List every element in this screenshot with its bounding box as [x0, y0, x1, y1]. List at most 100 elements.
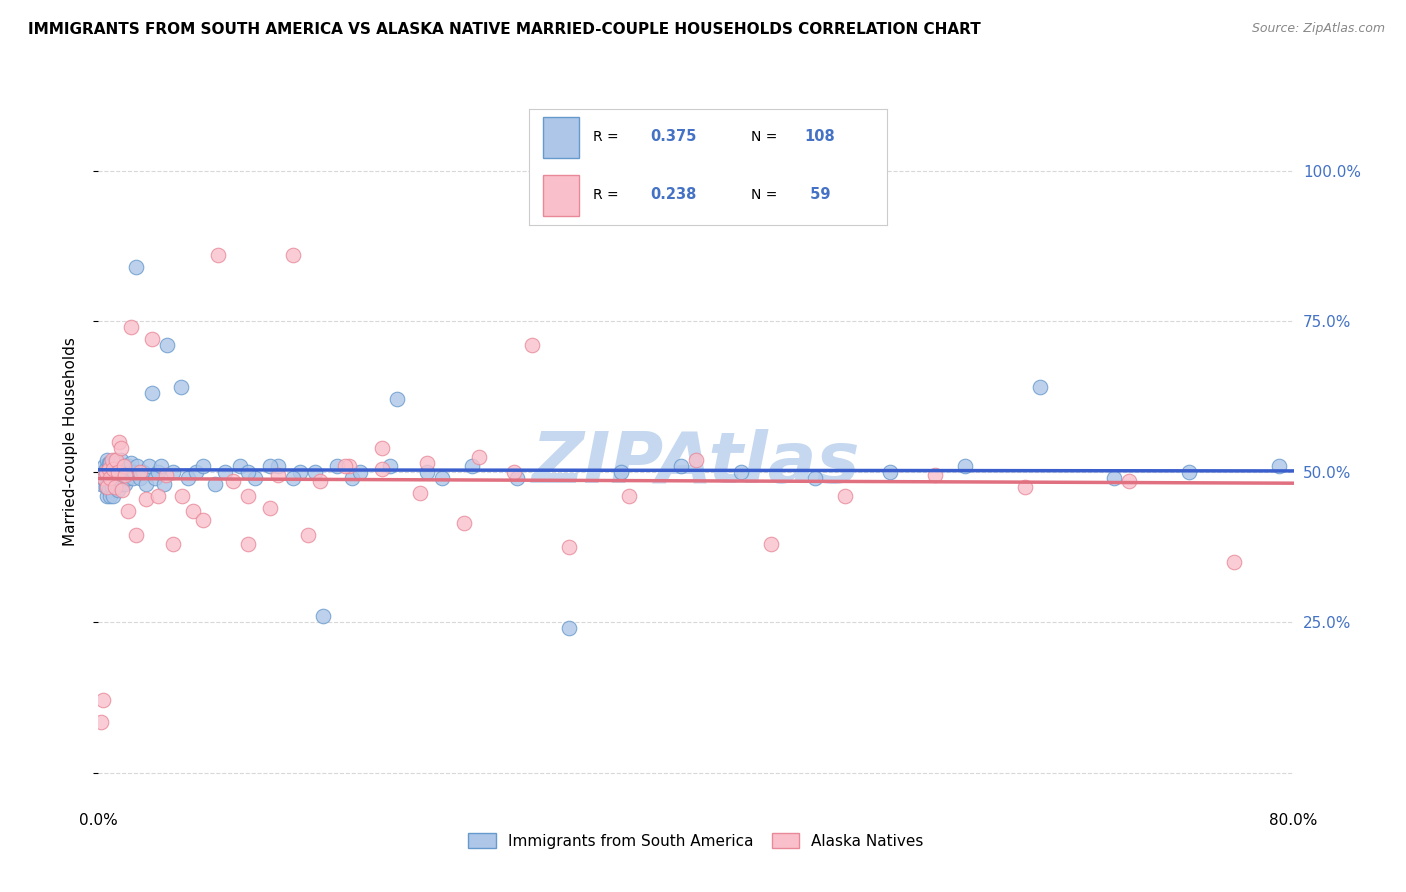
Point: [98, 461, 122, 475]
Point: [924, 467, 946, 482]
Point: [97, 470, 120, 484]
Point: [245, 470, 267, 484]
Point: [117, 458, 139, 473]
Point: [121, 470, 143, 484]
Point: [120, 456, 142, 470]
Point: [103, 461, 125, 475]
Point: [112, 458, 135, 473]
Point: [124, 465, 146, 479]
Point: [90, 714, 112, 729]
Point: [259, 458, 281, 473]
Point: [730, 465, 752, 479]
Point: [112, 470, 135, 484]
Point: [103, 470, 125, 484]
Point: [453, 516, 475, 530]
Point: [111, 461, 134, 475]
Point: [267, 458, 290, 473]
Point: [378, 458, 401, 473]
Point: [110, 452, 132, 467]
Point: [759, 537, 782, 551]
Point: [141, 386, 163, 401]
Point: [101, 452, 124, 467]
Point: [430, 470, 453, 484]
Point: [98, 474, 122, 488]
Point: [236, 465, 259, 479]
Point: [103, 489, 125, 503]
Text: Source: ZipAtlas.com: Source: ZipAtlas.com: [1251, 22, 1385, 36]
Point: [669, 458, 692, 473]
Point: [1118, 474, 1140, 488]
Point: [97, 461, 120, 475]
Point: [461, 458, 484, 473]
Point: [288, 465, 311, 479]
Point: [91, 693, 114, 707]
Point: [214, 465, 236, 479]
Point: [97, 483, 120, 497]
Point: [169, 380, 191, 394]
Point: [308, 474, 330, 488]
Point: [1343, 465, 1365, 479]
Point: [191, 458, 214, 473]
Point: [156, 338, 179, 352]
Point: [385, 392, 409, 407]
Point: [90, 476, 112, 491]
Point: [135, 476, 157, 491]
Point: [114, 476, 136, 491]
Point: [834, 489, 856, 503]
Point: [104, 452, 127, 467]
Point: [98, 489, 122, 503]
Point: [110, 470, 132, 484]
Point: [1267, 458, 1289, 473]
Point: [104, 470, 127, 484]
Point: [96, 476, 118, 491]
Point: [132, 465, 155, 479]
Point: [114, 467, 136, 482]
Point: [267, 467, 290, 482]
Point: [96, 480, 118, 494]
Point: [229, 458, 252, 473]
Point: [98, 456, 122, 470]
Point: [236, 537, 259, 551]
Point: [172, 489, 194, 503]
Point: [96, 489, 118, 503]
Point: [101, 458, 124, 473]
Point: [110, 441, 132, 455]
Point: [617, 489, 640, 503]
Point: [162, 537, 184, 551]
Point: [104, 480, 127, 494]
Point: [129, 470, 152, 484]
Point: [1343, 465, 1365, 479]
Point: [143, 470, 166, 484]
Point: [105, 461, 128, 475]
Point: [101, 480, 124, 494]
Point: [97, 461, 120, 475]
Point: [115, 465, 138, 479]
Point: [610, 465, 633, 479]
Point: [118, 465, 141, 479]
Point: [103, 461, 125, 475]
Point: [141, 332, 163, 346]
Point: [104, 465, 127, 479]
Point: [153, 476, 176, 491]
Point: [1028, 380, 1050, 394]
Point: [127, 458, 149, 473]
Point: [105, 476, 128, 491]
Point: [371, 461, 394, 475]
Legend: Immigrants from South America, Alaska Natives: Immigrants from South America, Alaska Na…: [461, 826, 931, 856]
Point: [94, 480, 117, 494]
Point: [94, 467, 117, 482]
Point: [349, 465, 371, 479]
Point: [108, 476, 131, 491]
Point: [326, 458, 349, 473]
Point: [468, 450, 491, 464]
Point: [97, 456, 120, 470]
Point: [311, 609, 333, 624]
Point: [1223, 555, 1246, 569]
Point: [162, 465, 184, 479]
Point: [207, 248, 229, 262]
Point: [108, 461, 131, 475]
Point: [297, 528, 319, 542]
Point: [558, 621, 581, 635]
Point: [94, 465, 117, 479]
Point: [101, 470, 124, 484]
